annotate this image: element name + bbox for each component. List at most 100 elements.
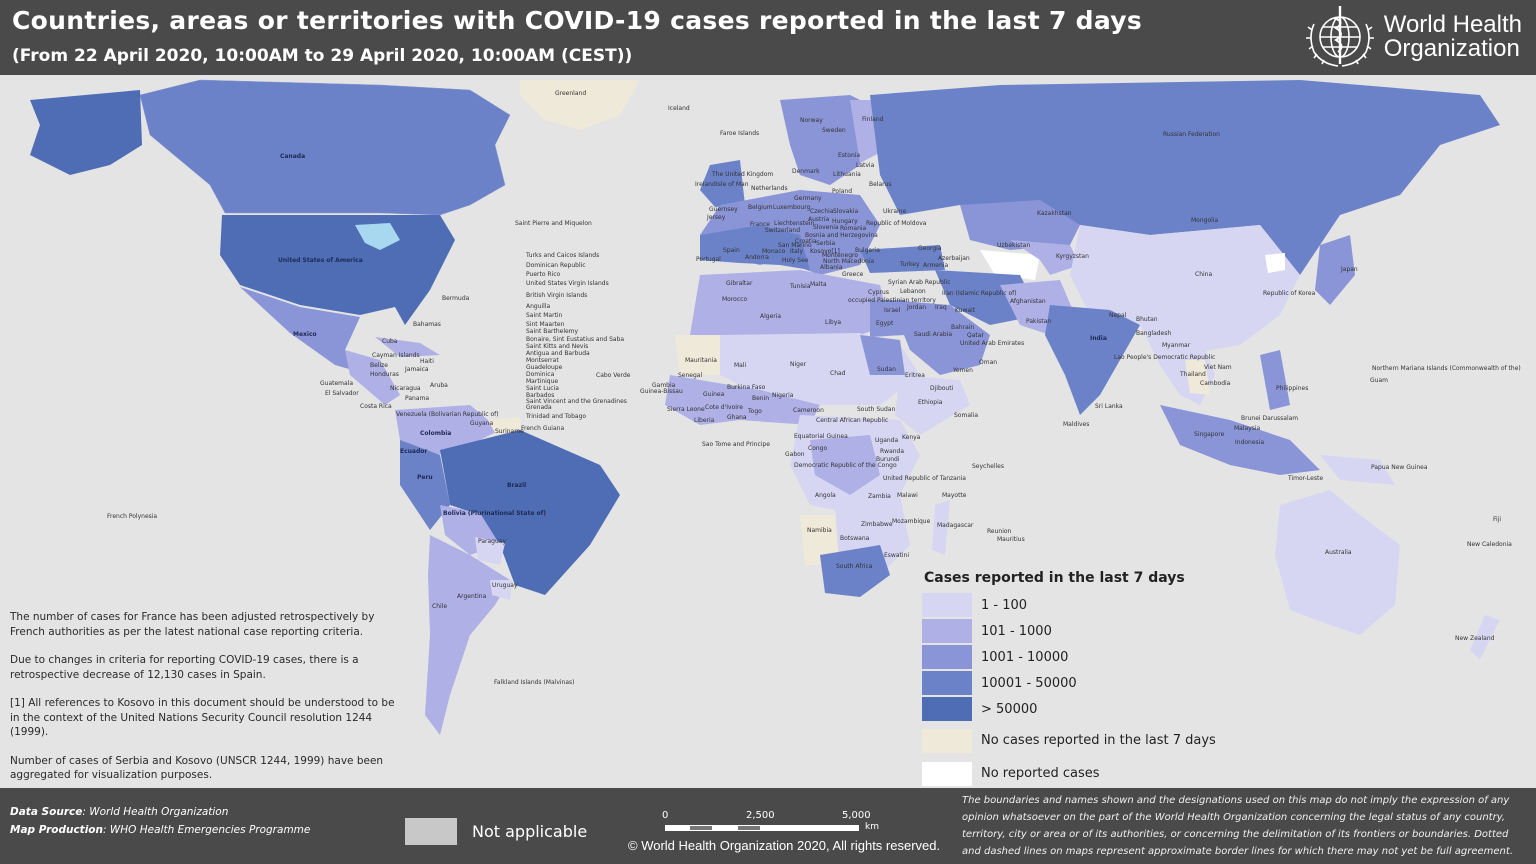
legend-item: No reported cases [922,759,1232,788]
country-label: Iran (Islamic Republic of) [942,290,1017,297]
region-spain-france-italy [700,225,810,270]
region-uk-ireland [700,160,745,207]
country-label: Rwanda [880,448,905,455]
country-label: Reunion [987,528,1012,535]
country-label: Armenia [923,262,949,269]
region-brazil [440,430,620,595]
country-label: Venezuela (Bolivarian Republic of) [396,411,499,418]
country-label: Mauritania [685,357,717,364]
legend-swatch [922,671,972,695]
note-france: The number of cases for France has been … [10,611,375,638]
country-label: Equatorial Guinea [794,433,848,440]
country-label: Cambodia [1200,380,1231,387]
country-label: Austria [808,216,830,223]
country-label: United Republic of Tanzania [883,475,966,482]
region-india [1045,305,1140,415]
country-label: Belarus [869,181,892,188]
country-label: Belgium [748,204,773,211]
world-choropleth [30,79,1500,735]
country-label: Trinidad and Tobago [526,413,587,420]
country-label: Brazil [507,482,527,489]
legend-title: Cases reported in the last 7 days [924,570,1185,586]
country-label: Egypt [876,320,894,327]
country-label: Bolivia (Plurinational State of) [443,510,546,517]
country-label: Cayman Islands [372,352,420,359]
country-label: San Marino [778,242,812,249]
country-label: Maldives [1063,421,1090,428]
legend-swatch [922,697,972,721]
country-label: Syrian Arab Republic [888,279,951,286]
country-label: Haiti [420,358,434,365]
who-emblem-icon [1305,6,1374,67]
country-label: Greenland [555,90,587,97]
country-label: Central African Republic [816,417,889,424]
region-usa [220,215,455,325]
source-credits: Data Source: World Health Organization M… [10,806,311,836]
country-label: French Guiana [521,425,565,432]
country-label: Australia [1325,549,1352,556]
country-label: Barbados [526,392,555,399]
country-label: Guatemala [320,380,354,387]
country-label: United Arab Emirates [960,340,1025,347]
country-label: Costa Rica [360,403,392,410]
country-label: occupied Palestinian territory [848,297,936,304]
page-title: Countries, areas or territories with COV… [12,6,1143,35]
country-label: Uzbekistan [997,242,1031,249]
country-label: Slovenia [813,224,839,231]
country-label: Democratic Republic of the Congo [794,462,897,469]
country-label: Chad [830,370,846,377]
country-label: Liechtenstein [774,220,815,227]
region-central-america [345,350,400,405]
country-label: Italy [790,248,804,255]
country-label: Ethiopia [918,399,943,406]
country-label: Suriname [495,428,524,435]
world-map[interactable]: Greenland Iceland Faroe Islands Canada Unite… [0,75,1536,788]
legend-item: 1001 - 10000 [922,644,1232,670]
country-label: Denmark [792,168,820,175]
country-label: Burundi [876,456,900,463]
not-applicable-label: Not applicable [472,822,588,841]
country-label: Bangladesh [1136,330,1172,337]
country-label: Benin [752,395,770,402]
country-label: Thailand [1180,371,1206,378]
copyright: © World Health Organization 2020, All ri… [628,838,941,853]
country-label: Cameroon [793,407,824,414]
who-name: World Health Organization [1383,11,1522,62]
country-label: Indonesia [1235,439,1265,446]
country-label: Nepal [1109,312,1127,319]
country-label: Slovakia [833,208,859,215]
country-label: Bonaire, Sint Eustatius and Saba [526,336,625,343]
country-label: South Sudan [857,406,896,413]
country-label: Georgia [918,245,942,252]
country-label: Netherlands [751,185,788,192]
country-label: Tunisia [790,283,811,290]
country-label: Congo [808,445,828,452]
country-label: France [750,221,770,228]
country-label: Saint Kitts and Nevis [526,343,589,350]
country-label: Seychelles [972,463,1004,470]
country-label: Gambia [652,382,676,389]
country-label: Israel [884,307,901,314]
region-mexico [240,287,370,375]
country-label: Serbia [816,240,836,247]
country-label: Kazakhstan [1037,210,1072,217]
country-label: Oman [979,359,998,366]
country-label: Saint Vincent and the Grenadines [526,398,627,405]
country-label: Saint Pierre and Miquelon [515,220,592,227]
country-label: Myanmar [1162,342,1191,349]
country-label: Grenada [526,404,552,411]
legend-item: 101 - 1000 [922,618,1232,644]
country-label: Togo [748,408,762,415]
legend-item: 1 - 100 [922,592,1232,618]
region-caribbean [375,337,440,357]
country-label: Latvia [856,162,875,169]
country-label: Senegal [678,372,703,379]
legend-item: > 50000 [922,696,1232,722]
country-label: Sri Lanka [1095,403,1123,410]
footer: Data Source: World Health Organization M… [0,788,1536,864]
country-label: Mozambique [892,518,931,525]
country-label: Algeria [760,313,782,320]
country-label: French Polynesia [107,513,158,520]
country-label: Singapore [1194,431,1225,438]
